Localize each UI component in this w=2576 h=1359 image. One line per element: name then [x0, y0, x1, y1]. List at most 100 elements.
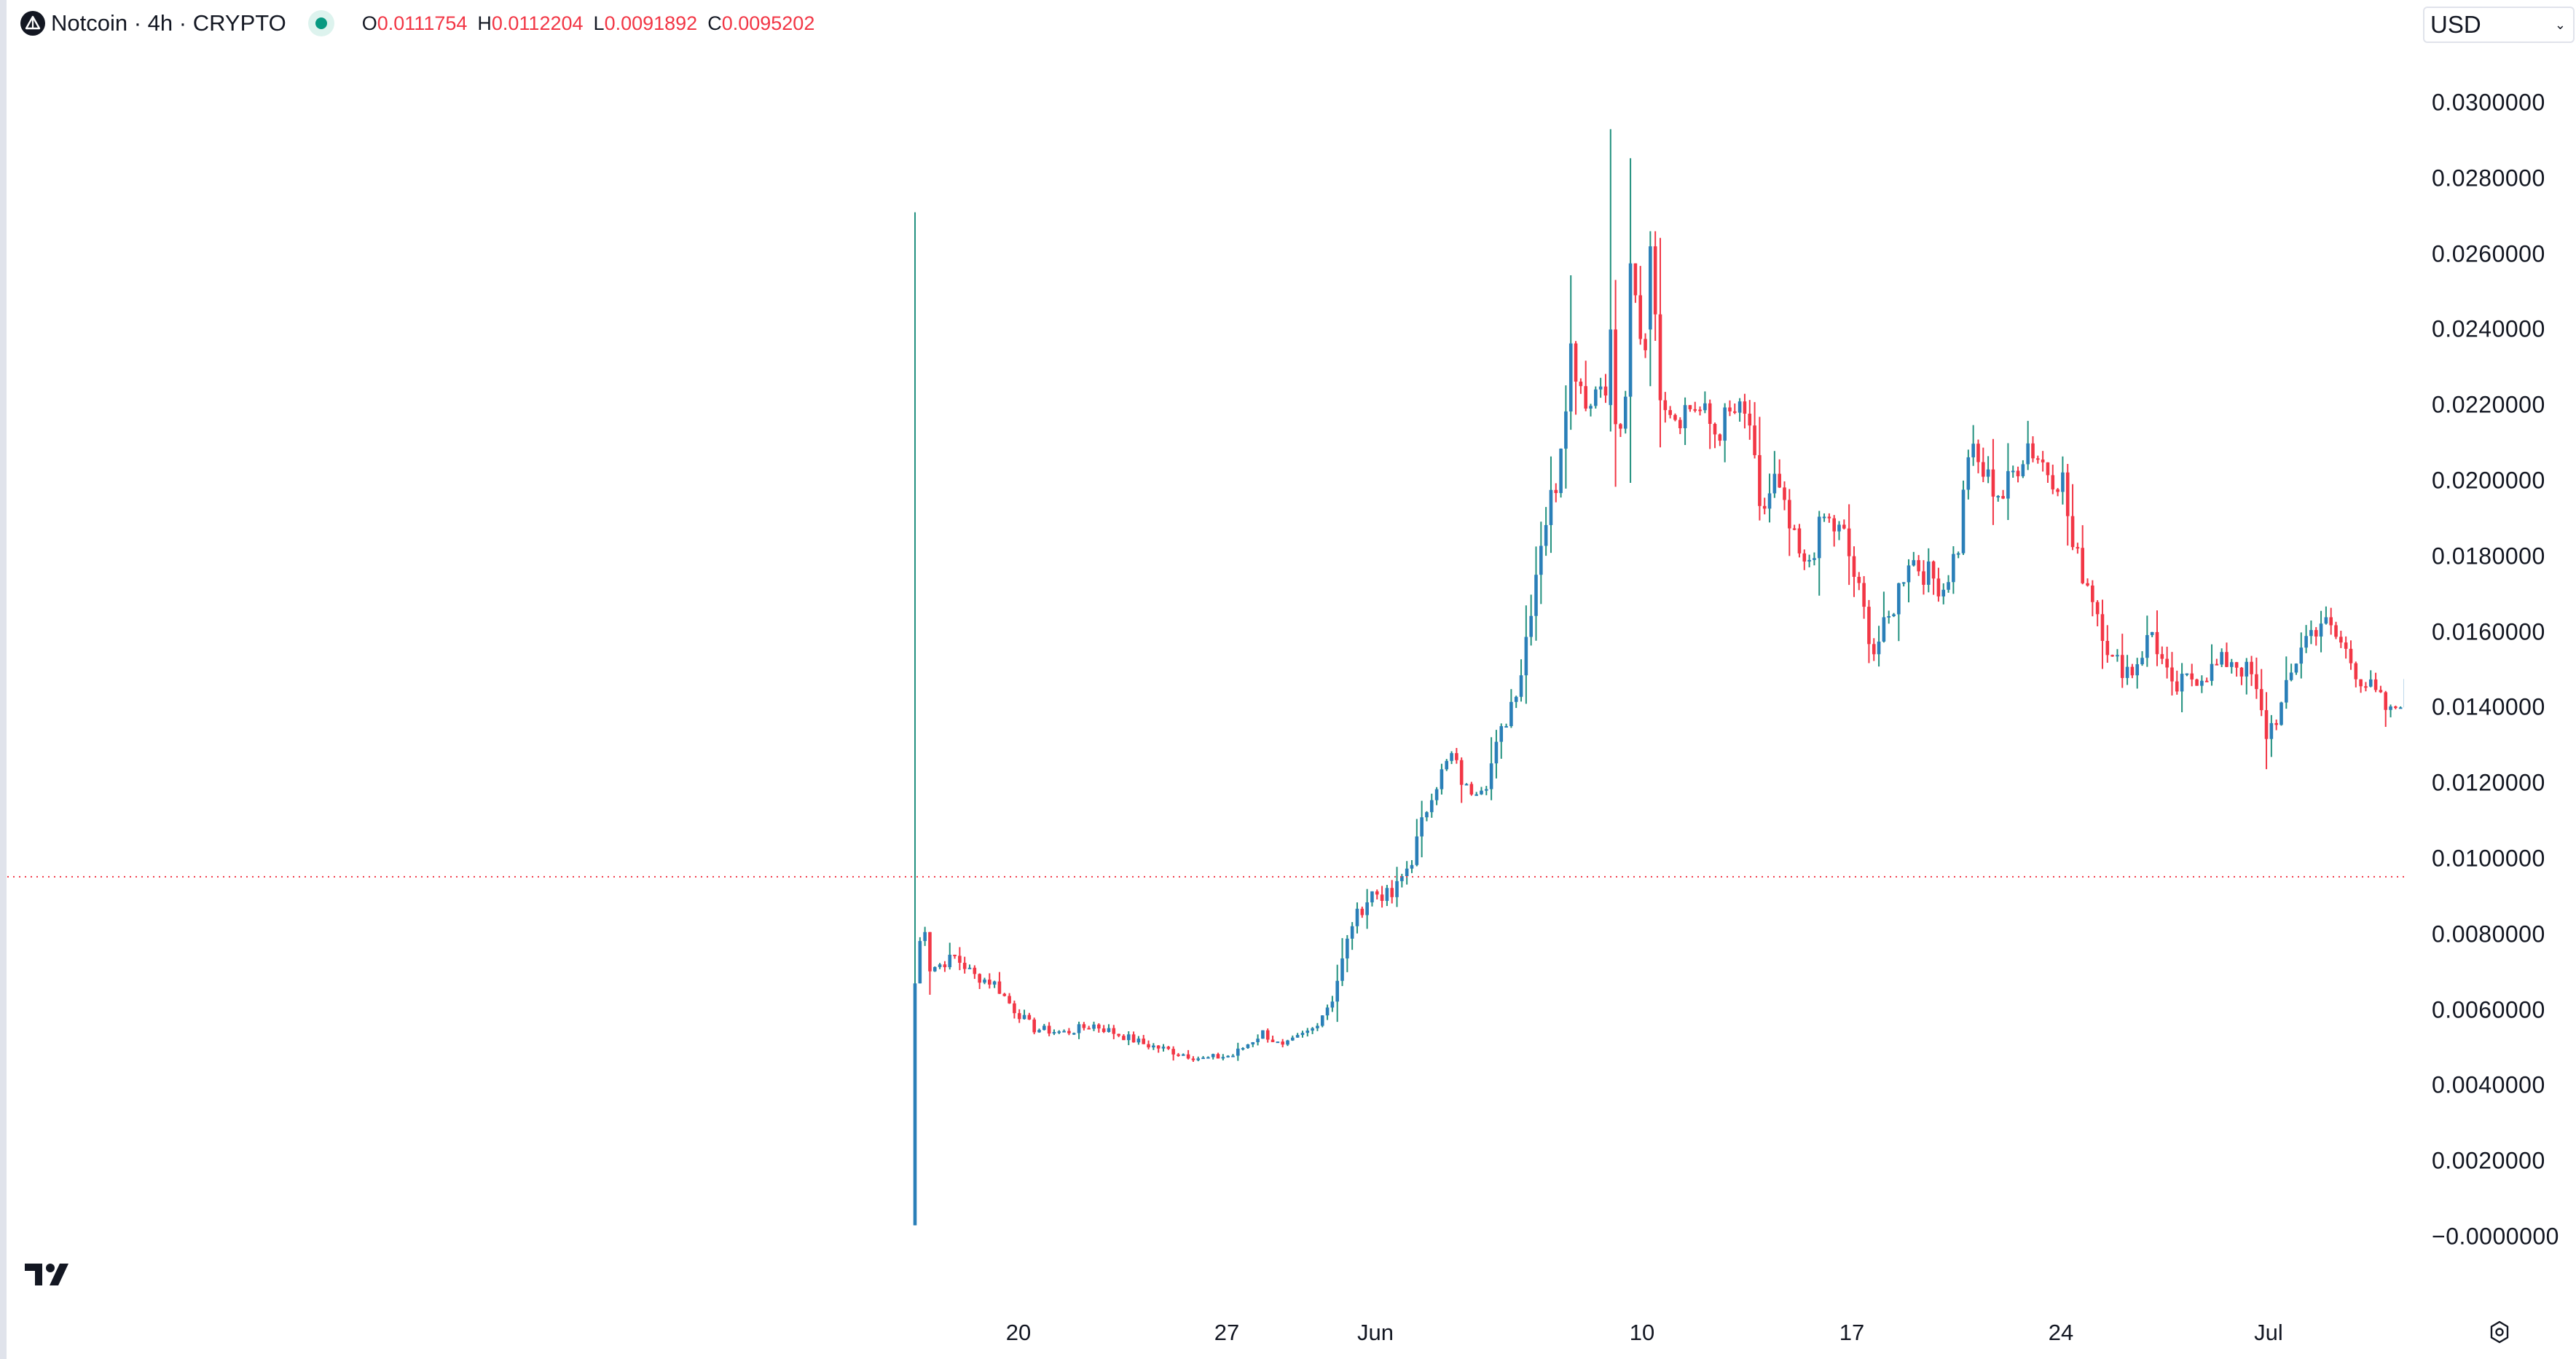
- candle: [1464, 783, 1469, 786]
- tradingview-logo-icon[interactable]: [25, 1264, 70, 1291]
- candle: [1568, 275, 1573, 430]
- candle: [1265, 1028, 1270, 1043]
- candle: [1713, 422, 1717, 449]
- candle: [1678, 417, 1682, 435]
- candle: [2334, 621, 2338, 639]
- candle: [1047, 1022, 1051, 1036]
- candle: [962, 956, 967, 974]
- candle: [1429, 793, 1434, 818]
- candle: [1574, 341, 1578, 415]
- candle: [1982, 447, 1985, 483]
- time-tick-label: Jun: [1357, 1320, 1394, 1345]
- candle: [2349, 640, 2353, 670]
- candle: [918, 937, 922, 984]
- candle: [1142, 1035, 1146, 1044]
- chevron-down-icon: ⌄: [2554, 17, 2566, 32]
- candle: [1122, 1034, 1126, 1041]
- candle: [1931, 560, 1936, 595]
- candle: [1733, 403, 1737, 414]
- candle: [1037, 1028, 1041, 1033]
- candle: [2234, 661, 2239, 677]
- candle: [1166, 1046, 1171, 1050]
- candle: [1991, 438, 1995, 525]
- candle: [913, 212, 917, 1226]
- candle: [2120, 634, 2124, 688]
- candle: [1216, 1052, 1220, 1059]
- candle: [2006, 443, 2010, 521]
- symbol-title[interactable]: Notcoin · 4h · CRYPTO: [51, 10, 286, 36]
- candle: [2021, 460, 2025, 478]
- candle: [1614, 280, 1617, 487]
- price-tick-label: 0.0280000: [2432, 165, 2545, 192]
- candle: [1703, 391, 1707, 414]
- candle: [1350, 922, 1354, 950]
- candle: [1901, 582, 1906, 587]
- time-tick-label: 20: [1005, 1320, 1032, 1345]
- candle: [2076, 543, 2080, 554]
- candle: [2225, 642, 2229, 668]
- candlestick-plot[interactable]: [0, 0, 2404, 1304]
- ohlc-low: L0.0091892: [593, 12, 698, 34]
- ohlc-close: C0.0095202: [707, 12, 815, 34]
- candle: [1698, 406, 1702, 416]
- market-status-dot-icon[interactable]: [307, 10, 334, 36]
- candle: [1941, 583, 1946, 604]
- candle: [992, 980, 997, 988]
- candle: [1405, 861, 1409, 885]
- candle: [1062, 1029, 1066, 1033]
- candle: [1688, 405, 1692, 412]
- candle: [1305, 1028, 1310, 1037]
- candle: [1514, 696, 1518, 709]
- candle: [2061, 456, 2065, 505]
- candle: [1067, 1028, 1071, 1036]
- candle: [1792, 524, 1796, 531]
- candle: [1206, 1056, 1210, 1059]
- candle: [1753, 402, 1756, 459]
- candle: [1087, 1025, 1091, 1030]
- currency-select[interactable]: USD ⌄: [2423, 7, 2575, 43]
- candle: [1107, 1024, 1111, 1033]
- candle: [1797, 524, 1802, 558]
- candle: [1161, 1044, 1166, 1052]
- candle: [1892, 612, 1896, 618]
- candle: [1092, 1021, 1096, 1031]
- candle: [2359, 679, 2363, 693]
- candle: [1032, 1017, 1036, 1035]
- candle: [1077, 1021, 1081, 1039]
- candle: [1186, 1049, 1190, 1060]
- candle: [2239, 666, 2244, 685]
- price-tick-label: 0.0060000: [2432, 996, 2545, 1023]
- candle: [1126, 1031, 1131, 1046]
- candle: [1832, 515, 1836, 547]
- candle: [1564, 385, 1568, 489]
- candle: [967, 964, 972, 969]
- price-tick-label: 0.0080000: [2432, 921, 2545, 948]
- price-axis[interactable]: 0.0300000 0.0280000 0.0260000 0.0240000 0.02…: [2404, 0, 2576, 1296]
- candle: [2324, 606, 2328, 625]
- candle: [1320, 1015, 1324, 1028]
- candle: [2001, 489, 2005, 500]
- candle: [1633, 263, 1638, 303]
- candle: [1788, 489, 1791, 556]
- candle: [1609, 129, 1613, 432]
- candle: [1748, 400, 1752, 440]
- gear-icon[interactable]: [2487, 1320, 2512, 1348]
- time-axis[interactable]: 20 27 Jun 10 17 24 Jul: [0, 1304, 2404, 1359]
- price-tick-label: −0.0000000: [2432, 1223, 2559, 1250]
- candle: [1743, 393, 1747, 429]
- candle: [1171, 1046, 1175, 1061]
- candle: [1455, 748, 1458, 764]
- notcoin-triangle-icon: [20, 11, 45, 36]
- candle: [1410, 860, 1414, 873]
- candle: [1246, 1044, 1250, 1049]
- candle: [2299, 632, 2304, 679]
- candle: [1434, 787, 1439, 805]
- candle: [2289, 663, 2293, 682]
- candle: [1668, 406, 1672, 419]
- candle: [2036, 455, 2040, 464]
- candle: [1877, 626, 1881, 667]
- candle: [1723, 403, 1727, 462]
- candle: [2368, 670, 2373, 688]
- candle: [2105, 625, 2110, 663]
- candle: [2100, 599, 2105, 669]
